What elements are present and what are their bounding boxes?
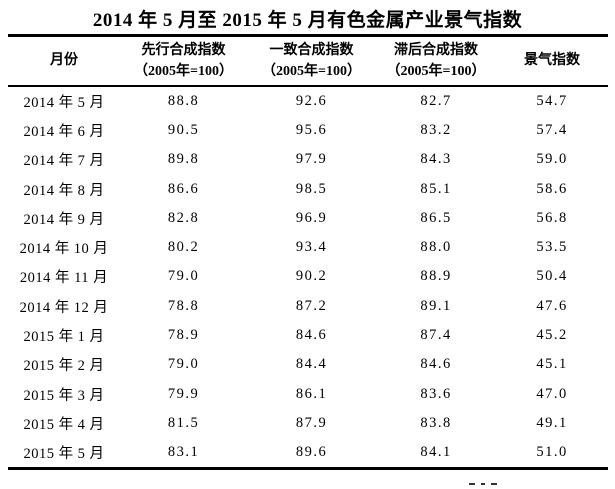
leading-index-cell: 80.2 — [167, 239, 200, 256]
lagging-index-cell: 83.2 — [420, 121, 452, 138]
column-header-sub: （2005年=100） — [134, 63, 233, 79]
month-cell: 2014 年 8 月 — [23, 182, 105, 199]
column-header-label: 一致合成指数 — [269, 42, 354, 58]
prosperity-index-cell: 50.4 — [536, 268, 568, 285]
lagging-index-cell: 84.6 — [420, 356, 452, 373]
prosperity-index-cell: 54.7 — [536, 92, 568, 109]
lagging-index-cell: 82.7 — [420, 92, 452, 109]
column-header-prosperity-index: 景气指数 — [496, 35, 608, 87]
month-cell: 2015 年 2 月 — [23, 358, 105, 375]
month-cell: 2015 年 3 月 — [23, 387, 105, 404]
column-header-label: 月份 — [50, 53, 78, 69]
column-header-coincident-index: 一致合成指数 （2005年=100） — [247, 35, 376, 87]
month-cell: 2014 年 7 月 — [23, 153, 105, 170]
prosperity-index-cell: 47.6 — [536, 297, 568, 314]
coincident-index-cell: 86.1 — [295, 385, 328, 402]
column-header-sub: （2005年=100） — [386, 63, 486, 79]
table-row: 2015 年 5 月 83.1 89.6 84.1 51.0 — [8, 438, 608, 469]
prosperity-index-cell: 53.5 — [536, 239, 568, 256]
table-row: 2014 年 6 月 90.5 95.6 83.2 57.4 — [8, 116, 608, 145]
lagging-index-cell: 85.1 — [420, 180, 452, 197]
table-row: 2015 年 1 月 78.9 84.6 87.4 45.2 — [8, 321, 608, 350]
coincident-index-cell: 87.9 — [295, 414, 328, 431]
leading-index-cell: 82.8 — [167, 209, 200, 226]
prosperity-index-table: 月份 先行合成指数 （2005年=100） 一致合成指数 （2005年=100）… — [8, 34, 608, 471]
prosperity-index-cell: 58.6 — [536, 180, 568, 197]
coincident-index-cell: 87.2 — [295, 297, 328, 314]
month-cell: 2014 年 12 月 — [19, 299, 109, 316]
coincident-index-cell: 92.6 — [295, 92, 328, 109]
table-row: 2014 年 10 月 80.2 93.4 88.0 53.5 — [8, 233, 608, 262]
coincident-index-cell: 98.5 — [295, 180, 328, 197]
column-header-lagging-index: 滞后合成指数 （2005年=100） — [376, 35, 496, 87]
prosperity-index-cell: 45.1 — [536, 356, 568, 373]
table-row: 2014 年 11 月 79.0 90.2 88.9 50.4 — [8, 262, 608, 291]
header-row: 月份 先行合成指数 （2005年=100） 一致合成指数 （2005年=100）… — [8, 35, 608, 87]
lagging-index-cell: 89.1 — [420, 297, 452, 314]
prosperity-index-cell: 45.2 — [536, 327, 568, 344]
lagging-index-cell: 83.8 — [420, 414, 452, 431]
table-row: 2015 年 4 月 81.5 87.9 83.8 49.1 — [8, 409, 608, 438]
leading-index-cell: 79.9 — [167, 385, 200, 402]
coincident-index-cell: 96.9 — [295, 209, 328, 226]
leading-index-cell: 88.8 — [167, 92, 200, 109]
month-cell: 2014 年 11 月 — [19, 270, 109, 287]
prosperity-index-cell: 59.0 — [536, 151, 568, 168]
leading-index-cell: 89.8 — [167, 151, 200, 168]
page-title: 2014 年 5 月至 2015 年 5 月有色金属产业景气指数 — [92, 10, 523, 31]
lagging-index-cell: 84.3 — [420, 151, 452, 168]
lagging-index-cell: 83.6 — [420, 385, 452, 402]
column-header-label: 滞后合成指数 — [394, 42, 478, 58]
coincident-index-cell: 95.6 — [295, 121, 328, 138]
coincident-index-cell: 89.6 — [295, 444, 328, 461]
month-cell: 2014 年 9 月 — [23, 211, 105, 228]
leading-index-cell: 78.8 — [167, 297, 200, 314]
prosperity-index-cell: 57.4 — [536, 121, 568, 138]
column-header-leading-index: 先行合成指数 （2005年=100） — [120, 35, 247, 87]
table-row: 2014 年 7 月 89.8 97.9 84.3 59.0 — [8, 145, 608, 174]
column-header-sub: （2005年=100） — [262, 63, 361, 79]
month-cell: 2015 年 5 月 — [23, 446, 105, 463]
prosperity-index-cell: 56.8 — [536, 209, 568, 226]
month-cell: 2014 年 10 月 — [19, 241, 109, 258]
month-cell: 2015 年 4 月 — [23, 416, 105, 433]
coincident-index-cell: 93.4 — [295, 239, 328, 256]
leading-index-cell: 79.0 — [167, 356, 200, 373]
column-header-label: 先行合成指数 — [141, 42, 226, 58]
cutoff-text-fragment — [469, 483, 497, 486]
lagging-index-cell: 84.1 — [420, 444, 452, 461]
prosperity-index-cell: 49.1 — [536, 414, 568, 431]
prosperity-index-cell: 47.0 — [536, 385, 568, 402]
leading-index-cell: 86.6 — [167, 180, 200, 197]
leading-index-cell: 90.5 — [167, 121, 200, 138]
column-header-month: 月份 — [8, 35, 120, 87]
month-cell: 2015 年 1 月 — [23, 329, 105, 346]
leading-index-cell: 79.0 — [167, 268, 200, 285]
month-cell: 2014 年 5 月 — [23, 94, 105, 111]
leading-index-cell: 83.1 — [167, 444, 200, 461]
table-row: 2015 年 3 月 79.9 86.1 83.6 47.0 — [8, 379, 608, 408]
table-row: 2014 年 9 月 82.8 96.9 86.5 56.8 — [8, 204, 608, 233]
table-row: 2014 年 5 月 88.8 92.6 82.7 54.7 — [8, 86, 608, 116]
coincident-index-cell: 84.6 — [295, 327, 328, 344]
leading-index-cell: 81.5 — [167, 414, 200, 431]
table-row: 2014 年 12 月 78.8 87.2 89.1 47.6 — [8, 292, 608, 321]
column-header-label: 景气指数 — [524, 53, 580, 69]
table-row: 2014 年 8 月 86.6 98.5 85.1 58.6 — [8, 174, 608, 203]
leading-index-cell: 78.9 — [167, 327, 200, 344]
lagging-index-cell: 86.5 — [420, 209, 452, 226]
month-cell: 2014 年 6 月 — [23, 123, 105, 140]
lagging-index-cell: 88.0 — [420, 239, 452, 256]
coincident-index-cell: 84.4 — [295, 356, 328, 373]
table-row: 2015 年 2 月 79.0 84.4 84.6 45.1 — [8, 350, 608, 379]
lagging-index-cell: 88.9 — [420, 268, 452, 285]
lagging-index-cell: 87.4 — [420, 327, 452, 344]
prosperity-index-cell: 51.0 — [536, 444, 568, 461]
coincident-index-cell: 97.9 — [295, 151, 328, 168]
coincident-index-cell: 90.2 — [295, 268, 328, 285]
